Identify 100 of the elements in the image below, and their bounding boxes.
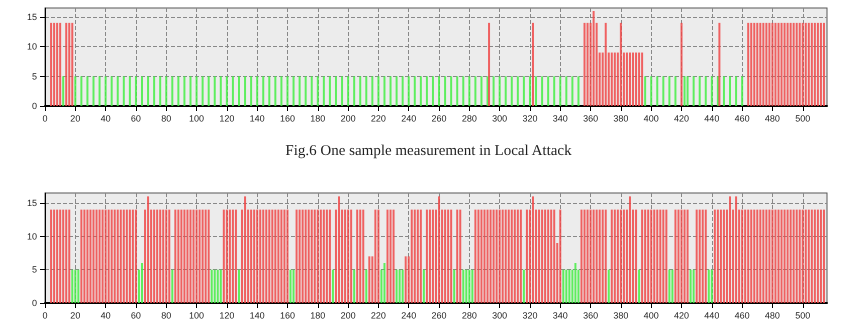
bar: [680, 22, 683, 106]
bar: [104, 76, 107, 106]
x-tick-label: 360: [583, 310, 598, 320]
bar: [128, 210, 131, 303]
x-tick-label: 40: [100, 310, 111, 320]
bar: [320, 210, 322, 303]
bar: [602, 210, 604, 303]
bar: [786, 210, 789, 303]
x-tick-label: 480: [764, 310, 780, 320]
bar: [220, 270, 222, 303]
bar: [638, 52, 640, 106]
bar: [577, 76, 580, 106]
bar: [338, 196, 340, 303]
bar: [550, 210, 552, 303]
x-tick-label: 60: [130, 310, 141, 320]
bar: [347, 76, 350, 106]
bar: [686, 76, 689, 106]
bar: [404, 256, 407, 303]
bar: [596, 210, 598, 303]
bar: [662, 76, 664, 106]
bar: [426, 76, 428, 106]
bar: [714, 210, 716, 303]
bar: [50, 22, 52, 106]
bar: [710, 270, 713, 303]
bar: [790, 22, 792, 106]
bar: [104, 210, 107, 303]
x-tick-label: 340: [552, 310, 568, 320]
bar: [368, 256, 370, 303]
bar: [802, 210, 804, 303]
bar: [322, 210, 325, 303]
bar: [559, 76, 562, 106]
bar: [416, 210, 419, 303]
bar: [214, 76, 216, 106]
bar: [796, 22, 798, 106]
bar: [396, 270, 398, 303]
bar: [798, 210, 801, 303]
bar: [62, 76, 64, 106]
bar: [86, 210, 88, 303]
bar: [459, 210, 462, 303]
bar: [280, 76, 282, 106]
bar: [778, 210, 780, 303]
bar: [465, 270, 468, 303]
bar: [80, 76, 82, 106]
bar: [444, 76, 446, 106]
bar: [174, 210, 176, 303]
bar: [159, 210, 162, 303]
bar: [756, 210, 758, 303]
bar: [298, 210, 301, 303]
bar: [477, 210, 480, 303]
bar: [371, 76, 374, 106]
bar: [686, 210, 689, 303]
bar: [488, 22, 490, 106]
bar: [204, 210, 207, 303]
y-tick-label: 15: [26, 12, 37, 22]
bar: [704, 210, 707, 303]
bar: [541, 76, 544, 106]
bar: [750, 210, 752, 303]
bar: [234, 210, 237, 303]
bar: [708, 270, 710, 303]
bar: [774, 22, 776, 106]
bar: [347, 210, 350, 303]
bar: [365, 76, 368, 106]
bar: [210, 270, 213, 303]
bar: [598, 210, 601, 303]
x-tick-label: 500: [795, 114, 810, 124]
bar: [586, 210, 589, 303]
bar: [274, 76, 276, 106]
bar: [735, 76, 738, 106]
bar: [535, 76, 538, 106]
x-tick-label: 0: [42, 310, 48, 320]
bar: [804, 22, 807, 106]
bar: [296, 210, 298, 303]
bar: [820, 22, 822, 106]
bar: [422, 270, 425, 303]
x-tick-label: 160: [280, 114, 295, 124]
bar: [620, 210, 622, 303]
x-tick-label: 320: [522, 310, 538, 320]
x-tick-label: 280: [462, 310, 477, 320]
bar: [692, 270, 695, 303]
bar: [604, 22, 607, 106]
bar: [792, 22, 795, 106]
bar: [365, 270, 368, 303]
bar: [316, 210, 319, 303]
bar: [426, 210, 428, 303]
bar: [398, 270, 401, 303]
bar: [762, 22, 764, 106]
bar: [410, 210, 413, 303]
bar: [480, 210, 482, 303]
bar: [698, 76, 701, 106]
bar: [810, 22, 813, 106]
bar: [544, 210, 546, 303]
bar: [628, 52, 631, 106]
bar: [704, 76, 707, 106]
bar: [822, 210, 825, 303]
bar: [140, 76, 143, 106]
bar: [674, 76, 676, 106]
x-tick-label: 420: [674, 310, 690, 320]
bar: [334, 76, 337, 106]
bar: [402, 270, 404, 303]
bar: [344, 210, 346, 303]
